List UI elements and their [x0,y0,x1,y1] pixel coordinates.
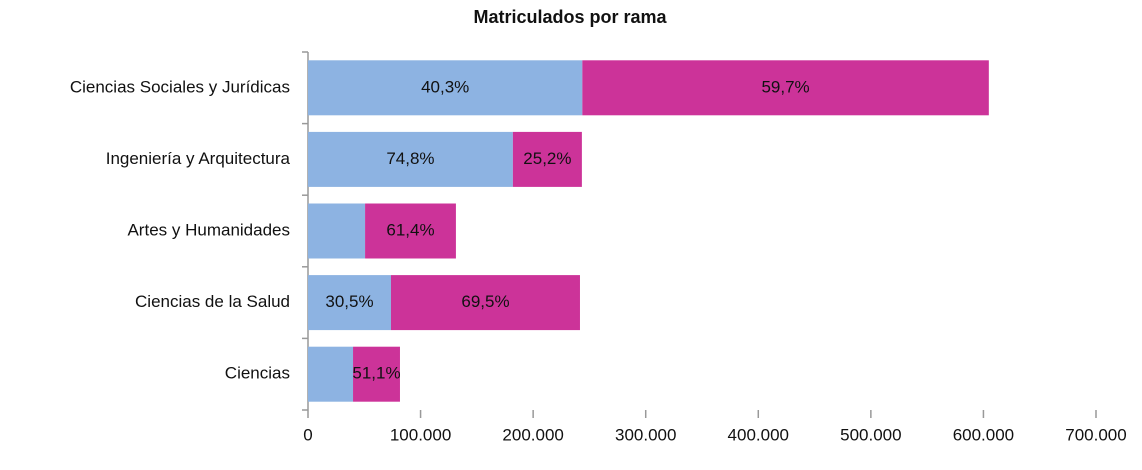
x-tick-label: 400.000 [728,425,789,444]
data-label: 25,2% [523,149,571,168]
y-tick-label: Ingeniería y Arquitectura [106,149,291,168]
y-tick-label: Ciencias Sociales y Jurídicas [70,77,290,96]
bar-segment [365,203,456,259]
x-tick-label: 300.000 [615,425,676,444]
data-label: 40,3% [421,77,469,96]
bar-segment [308,203,366,259]
bar-segment [390,275,580,331]
bar-segment [308,346,354,402]
x-tick-label: 500.000 [840,425,901,444]
y-tick-label: Ciencias de la Salud [135,292,290,311]
bar-segment [308,275,391,331]
data-label: 61,4% [386,220,434,239]
y-tick-label: Ciencias [225,364,290,383]
bar-segment [308,60,583,116]
bar-segment [308,131,513,187]
y-tick-label: Artes y Humanidades [127,220,290,239]
x-tick-label: 700.000 [1065,425,1126,444]
x-tick-label: 200.000 [502,425,563,444]
data-label: 51,1% [352,364,400,383]
x-tick-label: 100.000 [390,425,451,444]
x-tick-label: 600.000 [953,425,1014,444]
data-label: 59,7% [761,77,809,96]
bar-segment [512,131,582,187]
bar-segment [582,60,989,116]
chart-title: Matriculados por rama [473,7,667,27]
bar-segment [353,346,400,402]
data-label: 69,5% [461,292,509,311]
data-label: 74,8% [386,149,434,168]
x-tick-label: 0 [303,425,312,444]
data-label: 30,5% [325,292,373,311]
